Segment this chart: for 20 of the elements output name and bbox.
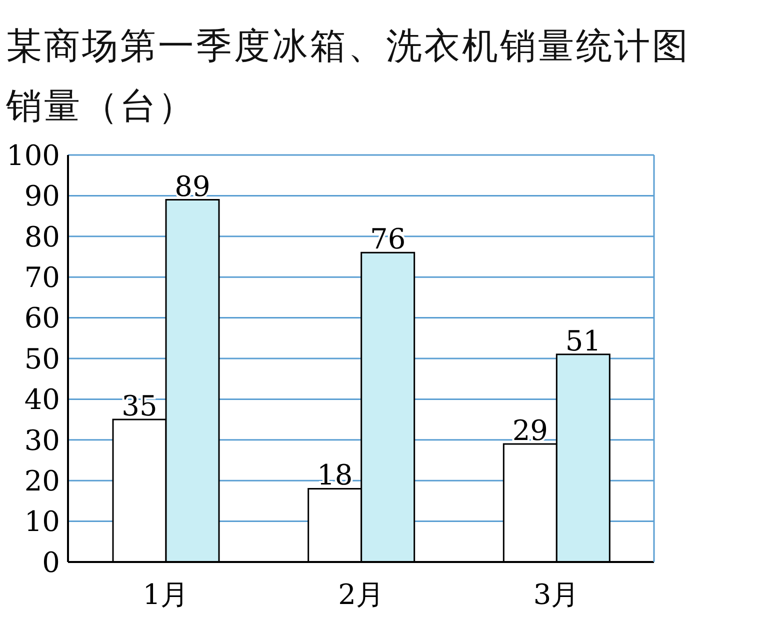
x-tick-label: 3月 [533,578,580,611]
y-tick-label: 30 [24,424,60,457]
y-tick-label: 20 [24,464,60,498]
y-tick-label: 100 [6,138,60,172]
x-tick-label: 1月 [142,578,189,611]
data-label: 89 [174,170,210,203]
chart-title: 某商场第一季度冰箱、洗衣机销量统计图 [6,25,690,69]
data-label: 51 [565,324,601,358]
data-label: 35 [122,390,158,423]
y-tick-label: 60 [24,302,60,335]
y-tick-label: 70 [24,261,60,294]
y-axis-title: 销量（台） [6,85,196,129]
x-tick-label: 2月 [338,578,384,611]
y-tick-label: 40 [24,383,60,416]
y-tick-label: 10 [24,505,60,538]
y-tick-label: 90 [24,180,60,213]
y-tick-label: 80 [24,220,60,254]
y-tick-label: 50 [24,342,60,376]
y-tick-label: 0 [42,546,60,579]
data-label: 29 [512,414,548,447]
